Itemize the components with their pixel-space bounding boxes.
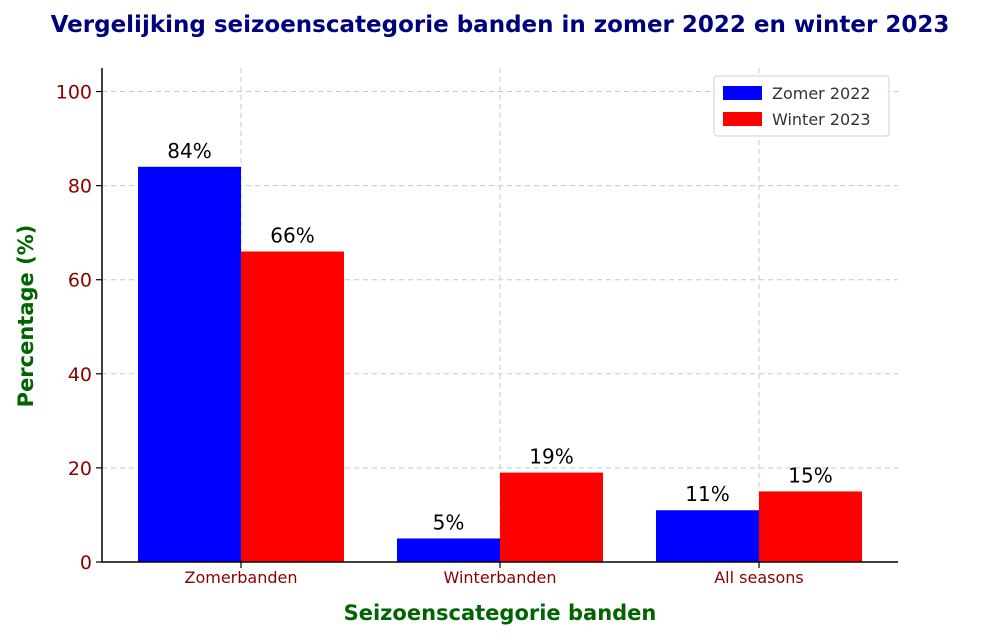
y-tick-label: 60 [68,270,92,292]
data-label: 5% [433,510,465,534]
data-label: 19% [529,445,573,469]
bar [500,472,603,562]
y-tick-label: 100 [56,82,92,104]
y-tick-label: 0 [80,552,92,574]
bars-layer [138,166,862,563]
y-tick-label: 20 [68,458,92,480]
chart-title: Vergelijking seizoenscategorie banden in… [51,12,950,38]
data-label: 15% [788,463,832,487]
bar [241,251,344,562]
bar [656,510,759,562]
data-label: 11% [685,482,729,506]
data-label: 84% [167,139,211,163]
y-axis-label: Percentage (%) [14,225,38,408]
data-label: 66% [270,223,314,247]
bar [759,491,862,562]
y-tick-label: 40 [68,364,92,386]
bar [397,538,500,562]
bar [138,166,241,563]
data-labels-layer: 84% 5% 11% 66% 19% 15% [167,139,832,535]
legend-swatch [723,86,762,100]
x-tick-label: All seasons [714,568,804,587]
x-tick-label: Zomerbanden [185,568,298,587]
x-axis-label: Seizoenscategorie banden [344,601,657,625]
legend-label: Winter 2023 [772,110,871,129]
x-tick-label: Winterbanden [444,568,557,587]
legend: Zomer 2022 Winter 2023 [713,75,890,137]
axes-layer: 0 20 40 60 80 100 Zomerbanden Winterbanden All s… [56,68,898,587]
legend-label: Zomer 2022 [772,84,871,103]
y-tick-label: 80 [68,176,92,198]
legend-swatch [723,112,762,126]
